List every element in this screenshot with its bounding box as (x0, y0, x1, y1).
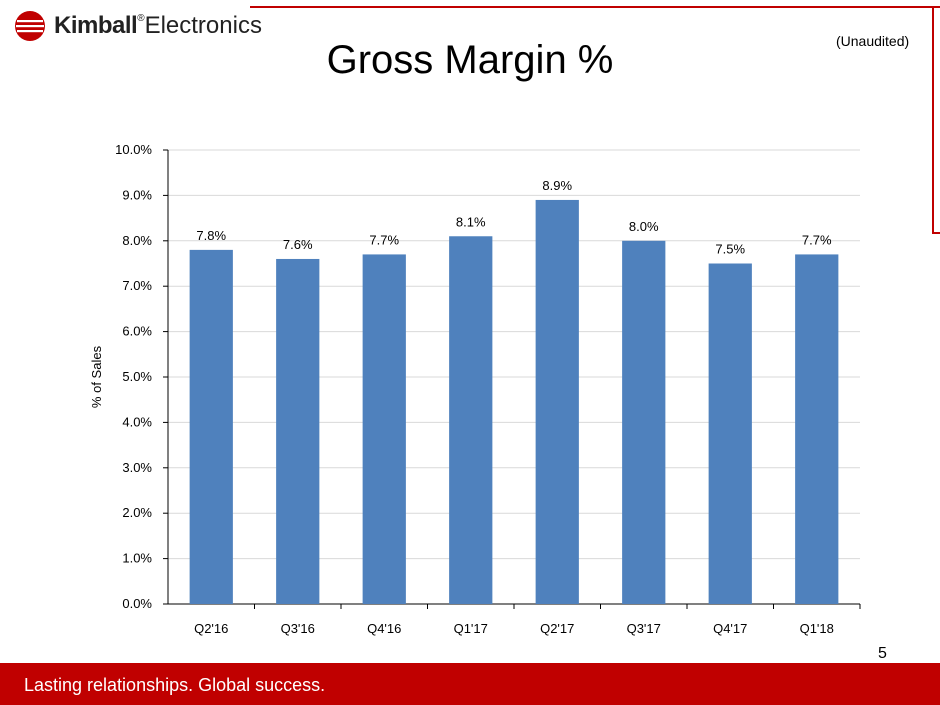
y-tick-label: 0.0% (122, 596, 152, 611)
y-tick-label: 10.0% (115, 142, 152, 157)
x-tick-label: Q1'17 (454, 621, 488, 636)
data-label: 7.7% (802, 232, 832, 247)
frame-line-right (932, 6, 934, 234)
logo-wordmark: Kimball®Electronics (54, 14, 262, 38)
x-tick-label: Q2'17 (540, 621, 574, 636)
frame-line-tick (932, 232, 940, 234)
data-label: 7.8% (196, 228, 226, 243)
x-tick-label: Q4'17 (713, 621, 747, 636)
x-tick-label: Q4'16 (367, 621, 401, 636)
gross-margin-bar-chart: 0.0% 1.0% 2.0% 3.0% 4.0% 5.0% 6.0% 7.0% 8.0% 9.0%… (89, 142, 861, 636)
logo-emblem-icon (15, 11, 45, 41)
footer-tagline: Lasting relationships. Global success. (24, 675, 326, 695)
frame-line-top (250, 6, 940, 8)
x-tick-label: Q2'16 (194, 621, 228, 636)
x-tick-label: Q1'18 (800, 621, 834, 636)
data-label: 8.1% (456, 214, 486, 229)
logo-brand-name: Kimball (54, 12, 138, 39)
footer-bar: Lasting relationships. Global success. (0, 663, 940, 705)
data-label: 7.7% (369, 232, 399, 247)
bar (362, 254, 406, 605)
bar (622, 240, 666, 605)
y-tick-label: 8.0% (122, 233, 152, 248)
y-axis-label: % of Sales (89, 345, 104, 408)
bar (449, 236, 493, 604)
y-tick-label: 5.0% (122, 369, 152, 384)
bar (708, 263, 752, 604)
y-tick-label: 7.0% (122, 278, 152, 293)
bar (189, 249, 233, 604)
unaudited-note: (Unaudited) (836, 33, 910, 49)
data-label: 7.6% (283, 237, 313, 252)
bar (535, 199, 579, 604)
data-label: 8.0% (629, 219, 659, 234)
company-logo: Kimball®Electronics (14, 8, 262, 44)
y-tick-label: 4.0% (122, 414, 152, 429)
x-tick-label: Q3'17 (627, 621, 661, 636)
page-number: 5 (878, 645, 887, 662)
y-tick-label: 9.0% (122, 187, 152, 202)
bar (795, 254, 839, 605)
data-label: 8.9% (542, 178, 572, 193)
x-tick-label: Q3'16 (281, 621, 315, 636)
y-tick-label: 1.0% (122, 551, 152, 566)
logo-trademark: ® (137, 13, 145, 24)
slide-title: Gross Margin % (326, 38, 614, 82)
logo-division-name: Electronics (144, 12, 262, 39)
bar (276, 258, 320, 604)
y-tick-label: 3.0% (122, 460, 152, 475)
y-tick-label: 6.0% (122, 324, 152, 339)
data-label: 7.5% (715, 242, 745, 257)
y-tick-label: 2.0% (122, 505, 152, 520)
